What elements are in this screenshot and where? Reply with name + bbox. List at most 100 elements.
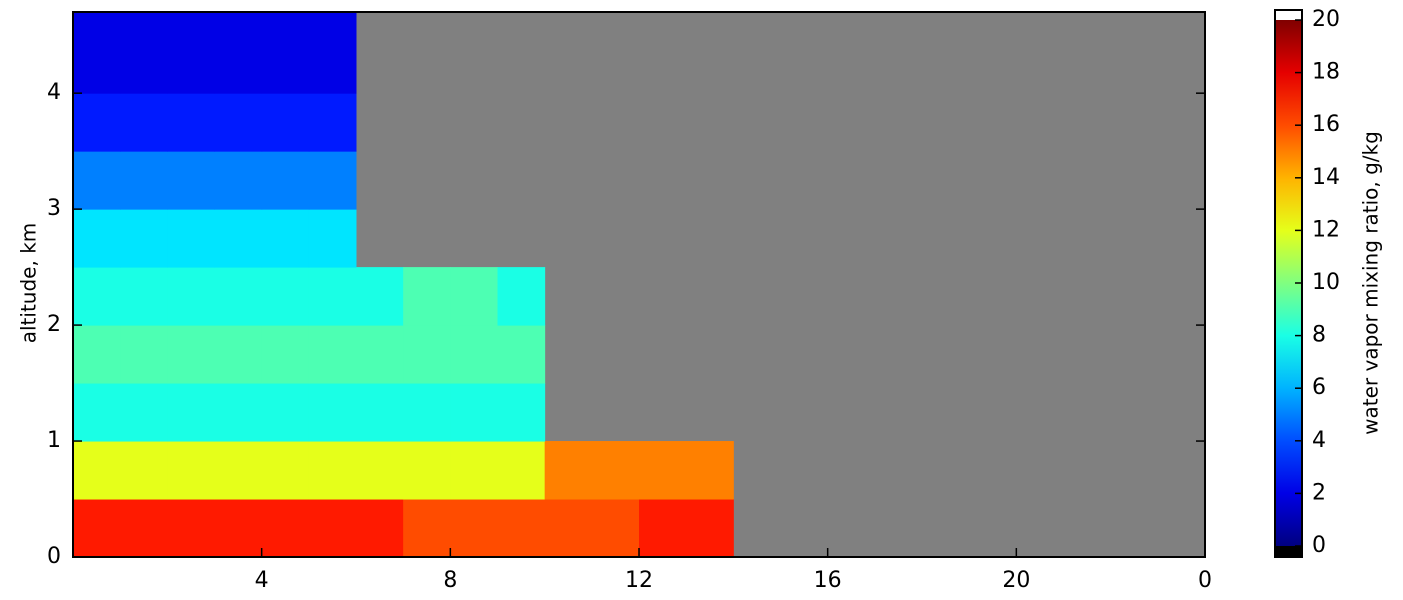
heatmap-cell xyxy=(356,325,404,384)
heatmap-cell xyxy=(214,151,263,210)
heatmap-cell xyxy=(403,499,451,558)
heatmap-cell xyxy=(308,209,357,268)
heatmap-cell xyxy=(261,325,310,384)
colorbar-tick-label: 18 xyxy=(1312,60,1340,85)
x-tick-label: 4 xyxy=(255,568,269,593)
colorbar-tick-label: 2 xyxy=(1312,480,1326,505)
heatmap-cell xyxy=(167,12,215,36)
colorbar-tick-label: 4 xyxy=(1312,428,1326,453)
heatmap-cell xyxy=(308,151,357,210)
heatmap-cell xyxy=(261,93,310,152)
heatmap-cell xyxy=(591,499,640,558)
heatmap-cell xyxy=(167,151,215,210)
heatmap-cell xyxy=(261,267,310,326)
heatmap-cell xyxy=(403,383,451,442)
x-tick-label: 8 xyxy=(443,568,457,593)
heatmap-cell xyxy=(214,267,263,326)
heatmap-cell xyxy=(261,209,310,268)
heatmap-cell xyxy=(214,325,263,384)
heatmap-cell xyxy=(73,93,121,152)
heatmap-cell xyxy=(308,325,357,384)
heatmap-cell xyxy=(214,35,263,94)
colorbar-tick-label: 6 xyxy=(1312,375,1326,400)
heatmap-cell xyxy=(356,499,404,558)
x-tick-label: 0 xyxy=(1198,568,1212,593)
heatmap-cell xyxy=(308,499,357,558)
colorbar-label: water vapor mixing ratio, g/kg xyxy=(1359,131,1383,435)
heatmap-cell xyxy=(591,441,640,500)
heatmap-cell xyxy=(73,441,121,500)
heatmap-cell xyxy=(73,325,121,384)
heatmap-cell xyxy=(308,267,357,326)
heatmap-cell xyxy=(686,499,734,558)
heatmap-cell xyxy=(73,151,121,210)
heatmap-cell xyxy=(450,383,498,442)
colorbar-tick-label: 12 xyxy=(1312,217,1340,242)
heatmap-cell xyxy=(356,383,404,442)
heatmap-cell xyxy=(120,209,168,268)
heatmap-cell xyxy=(308,383,357,442)
colorbar-tick-label: 10 xyxy=(1312,270,1340,295)
heatmap-cell xyxy=(261,441,310,500)
heatmap-cell xyxy=(214,499,263,558)
heatmap-cell xyxy=(403,267,451,326)
colorbar-tick-label: 8 xyxy=(1312,323,1326,348)
heatmap-cell xyxy=(167,267,215,326)
y-tick-label: 4 xyxy=(47,80,61,105)
heatmap-cell xyxy=(167,209,215,268)
colorbar-tick-label: 16 xyxy=(1312,112,1340,137)
heatmap-cell xyxy=(73,267,121,326)
heatmap-cell xyxy=(120,325,168,384)
heatmap-cell xyxy=(450,267,498,326)
y-axis-label: altitude, km xyxy=(17,223,41,344)
colorbar-tick-label: 14 xyxy=(1312,165,1340,190)
colorbar-over xyxy=(1275,10,1302,20)
heatmap-cell xyxy=(356,267,404,326)
colorbar-tick-label: 20 xyxy=(1312,7,1340,32)
heatmap-cell xyxy=(356,441,404,500)
heatmap-cell xyxy=(120,383,168,442)
heatmap-cell xyxy=(308,35,357,94)
x-tick-label: 12 xyxy=(625,568,653,593)
heatmap-cell xyxy=(261,499,310,558)
heatmap-cell xyxy=(308,12,357,36)
heatmap-cell xyxy=(73,209,121,268)
heatmap-cell xyxy=(214,93,263,152)
heatmap-cell xyxy=(497,383,546,442)
heatmap-cell xyxy=(497,499,546,558)
heatmap-cell xyxy=(450,325,498,384)
heatmap-cell xyxy=(639,441,687,500)
heatmap-cell xyxy=(73,499,121,558)
y-tick-label: 0 xyxy=(47,544,61,569)
heatmap-cell xyxy=(308,441,357,500)
heatmap-cell xyxy=(73,383,121,442)
colorbar-under xyxy=(1275,546,1302,557)
heatmap-cell xyxy=(261,12,310,36)
heatmap-cell xyxy=(214,383,263,442)
heatmap-cell xyxy=(497,441,546,500)
heatmap-cell xyxy=(167,499,215,558)
heatmap-cell xyxy=(261,151,310,210)
heatmap-cell xyxy=(308,93,357,152)
heatmap-cell xyxy=(167,35,215,94)
heatmap-cell xyxy=(73,12,121,36)
heatmap-cell xyxy=(167,325,215,384)
y-tick-label: 2 xyxy=(47,312,61,337)
heatmap-cell xyxy=(214,441,263,500)
heatmap-cell xyxy=(497,325,546,384)
heatmap-cell xyxy=(639,499,687,558)
heatmap-cell xyxy=(450,499,498,558)
heatmap-cell xyxy=(261,35,310,94)
heatmap-cell xyxy=(403,325,451,384)
heatmap-cell xyxy=(403,441,451,500)
heatmap-cell xyxy=(544,441,593,500)
heatmap-cell xyxy=(120,499,168,558)
heatmap-cell xyxy=(497,267,546,326)
heatmap-cell xyxy=(214,12,263,36)
y-tick-label: 1 xyxy=(47,428,61,453)
heatmap-cell xyxy=(686,441,734,500)
heatmap-cell xyxy=(167,383,215,442)
heatmap-cell xyxy=(120,441,168,500)
heatmap-cell xyxy=(120,93,168,152)
